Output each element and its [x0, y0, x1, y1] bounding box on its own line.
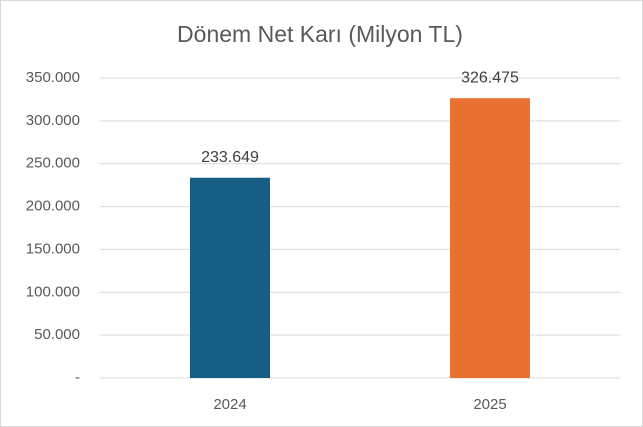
y-tick-label: 150.000: [26, 240, 80, 257]
y-tick-label: -: [75, 369, 80, 386]
x-tick-label: 2025: [473, 396, 506, 413]
y-tick-label: 100.000: [26, 283, 80, 300]
y-tick-label: 300.000: [26, 112, 80, 129]
bar: [450, 98, 530, 379]
chart-title: Dönem Net Karı (Milyon TL): [177, 21, 463, 47]
y-tick-label: 200.000: [26, 198, 80, 215]
bar: [190, 177, 270, 378]
y-tick-label: 250.000: [26, 155, 80, 172]
x-tick-label: 2024: [213, 396, 246, 413]
y-tick-label: 350.000: [26, 69, 80, 86]
value-label: 326.475: [461, 69, 519, 86]
y-tick-label: 50.000: [34, 326, 80, 343]
value-label: 233.649: [201, 149, 259, 166]
